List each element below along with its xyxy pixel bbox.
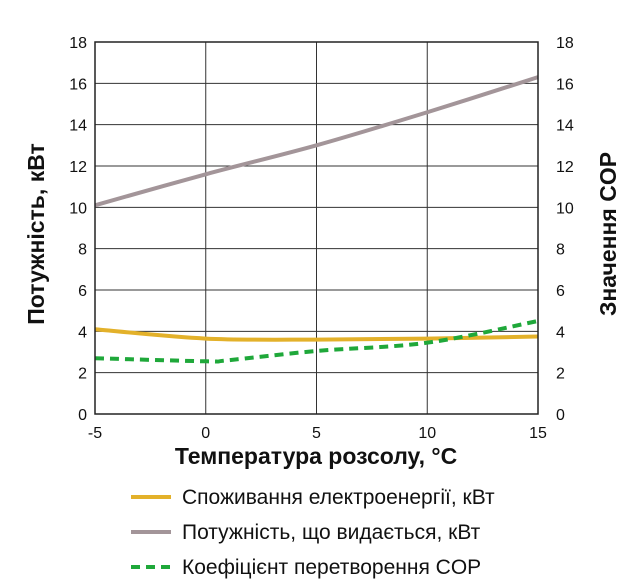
legend-label: Споживання електроенергії, кВт bbox=[182, 486, 495, 509]
legend-label: Коефіцієнт перетворення COP bbox=[182, 556, 481, 579]
x-tick-label: 5 bbox=[312, 425, 321, 442]
y-tick-label: 10 bbox=[69, 200, 87, 217]
plot-frame bbox=[94, 41, 539, 415]
right-axis-ticks: 0 2 4 6 8 10 12 14 16 18 bbox=[556, 35, 574, 424]
legend-item-cop: Коефіцієнт перетворення COP bbox=[131, 556, 481, 579]
x-tick-label: 10 bbox=[418, 425, 436, 442]
x-tick-label: -5 bbox=[88, 425, 102, 442]
x-axis-title: Температура розсолу, °C bbox=[175, 443, 457, 469]
x-axis-ticks: -5 0 5 10 15 bbox=[88, 425, 547, 442]
y-tick-label: 14 bbox=[69, 118, 87, 135]
left-axis-ticks: 0 2 4 6 8 10 12 14 16 18 bbox=[69, 35, 87, 424]
legend: Споживання електроенергії, кВт Потужність… bbox=[131, 486, 495, 579]
y-tick-label: 2 bbox=[78, 366, 87, 383]
y2-tick-label: 4 bbox=[556, 324, 565, 341]
y2-tick-label: 2 bbox=[556, 366, 565, 383]
y2-tick-label: 10 bbox=[556, 200, 574, 217]
y-tick-label: 16 bbox=[69, 76, 87, 93]
y2-tick-label: 18 bbox=[556, 35, 574, 52]
y2-tick-label: 16 bbox=[556, 76, 574, 93]
y2-tick-label: 12 bbox=[556, 159, 574, 176]
power-consumption-line bbox=[94, 327, 539, 342]
y2-tick-label: 8 bbox=[556, 242, 565, 259]
legend-label: Потужність, що видається, кВт bbox=[182, 521, 481, 544]
y2-axis-title: Значення COP bbox=[595, 152, 621, 316]
legend-item-heat-output: Потужність, що видається, кВт bbox=[131, 521, 481, 544]
y2-tick-label: 6 bbox=[556, 283, 565, 300]
cop-line bbox=[94, 319, 539, 364]
y-tick-label: 8 bbox=[78, 242, 87, 259]
heat-output-line bbox=[94, 75, 539, 208]
y-tick-label: 4 bbox=[78, 324, 87, 341]
y-tick-label: 6 bbox=[78, 283, 87, 300]
axes bbox=[94, 41, 539, 415]
y-tick-label: 12 bbox=[69, 159, 87, 176]
x-tick-label: 15 bbox=[529, 425, 547, 442]
x-tick-label: 0 bbox=[201, 425, 210, 442]
y-axis-title: Потужність, кВт bbox=[23, 143, 49, 325]
legend-item-power-consumption: Споживання електроенергії, кВт bbox=[131, 486, 495, 509]
series-lines bbox=[94, 75, 539, 364]
y-tick-label: 0 bbox=[78, 407, 87, 424]
y-tick-label: 18 bbox=[69, 35, 87, 52]
y2-tick-label: 0 bbox=[556, 407, 565, 424]
y2-tick-label: 14 bbox=[556, 118, 574, 135]
